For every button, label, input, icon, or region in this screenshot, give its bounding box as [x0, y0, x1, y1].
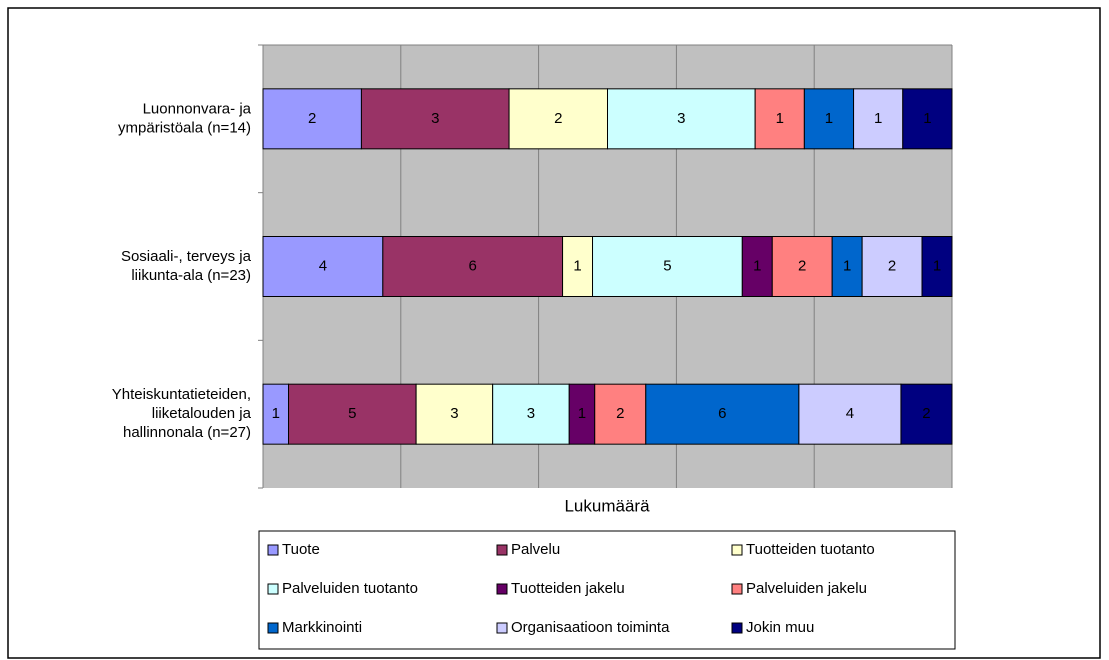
legend-swatch — [496, 622, 508, 634]
data-label: 1 — [776, 110, 784, 127]
data-label: 3 — [677, 110, 685, 127]
bar-segment — [382, 236, 564, 297]
legend-label: Palveluiden jakelu — [746, 580, 867, 597]
data-label: 1 — [825, 110, 833, 127]
data-label: 2 — [554, 110, 562, 127]
bar-segment — [262, 236, 384, 297]
bar-segment — [288, 383, 417, 445]
y-tick-label: ympäristöala (n=14) — [118, 119, 251, 136]
data-label: 3 — [431, 110, 439, 127]
bar-segment — [861, 236, 923, 297]
data-label: 1 — [272, 405, 280, 422]
data-label: 2 — [616, 405, 624, 422]
bar-segment — [900, 383, 953, 445]
bar-segment — [902, 88, 953, 150]
legend-label: Tuotteiden jakelu — [511, 580, 625, 597]
data-label: 2 — [308, 110, 316, 127]
y-tick-label: liikunta-ala (n=23) — [131, 267, 251, 284]
data-label: 1 — [573, 257, 581, 274]
legend-swatch — [267, 583, 279, 595]
data-label: 1 — [578, 405, 586, 422]
legend-label: Tuotteiden tuotanto — [746, 541, 875, 558]
bar-segment — [262, 383, 290, 445]
bar-segment — [831, 236, 863, 297]
legend-swatch — [731, 622, 743, 634]
legend-swatch — [267, 622, 279, 634]
data-label: 4 — [846, 405, 854, 422]
data-label: 2 — [798, 257, 806, 274]
bar-segment — [798, 383, 902, 445]
bar-segment — [754, 88, 805, 150]
bar-segment — [803, 88, 855, 150]
data-label: 1 — [874, 110, 882, 127]
legend-label: Organisaatioon toiminta — [511, 619, 670, 636]
legend-swatch — [496, 544, 508, 556]
x-axis-label: Lukumäärä — [564, 496, 650, 515]
legend-swatch — [496, 583, 508, 595]
bar-segment — [607, 88, 756, 150]
data-label: 5 — [663, 257, 671, 274]
bar-segment — [360, 88, 510, 150]
data-label: 1 — [843, 257, 851, 274]
bar-segment — [853, 88, 904, 150]
data-label: 6 — [469, 257, 477, 274]
bar-segment — [921, 236, 953, 297]
bar-segment — [562, 236, 594, 297]
data-label: 1 — [933, 257, 941, 274]
bar-segment — [592, 236, 743, 297]
data-label: 5 — [348, 405, 356, 422]
legend-label: Tuote — [282, 541, 320, 558]
data-label: 1 — [923, 110, 931, 127]
data-label: 3 — [450, 405, 458, 422]
data-label: 2 — [888, 257, 896, 274]
bar-segment — [492, 383, 570, 445]
y-tick-label: liiketalouden ja — [152, 405, 252, 422]
data-label: 6 — [718, 405, 726, 422]
y-tick-label: Luonnonvara- ja — [143, 100, 252, 117]
y-tick-label: Yhteiskuntatieteiden, — [112, 386, 251, 403]
data-label: 2 — [922, 405, 930, 422]
bar-segment — [508, 88, 609, 150]
bar-segment — [262, 88, 362, 150]
legend-box — [258, 530, 956, 650]
legend-label: Jokin muu — [746, 619, 814, 636]
legend-swatch — [731, 583, 743, 595]
y-tick-label: Sosiaali-, terveys ja — [121, 248, 252, 265]
data-label: 3 — [527, 405, 535, 422]
legend-label: Palvelu — [511, 541, 560, 558]
legend-label: Palveluiden tuotanto — [282, 580, 418, 597]
legend-label: Markkinointi — [282, 619, 362, 636]
legend-swatch — [731, 544, 743, 556]
bar-segment — [568, 383, 596, 445]
data-label: 4 — [319, 257, 327, 274]
legend-swatch — [267, 544, 279, 556]
y-tick-label: hallinnonala (n=27) — [123, 424, 251, 441]
data-label: 1 — [753, 257, 761, 274]
